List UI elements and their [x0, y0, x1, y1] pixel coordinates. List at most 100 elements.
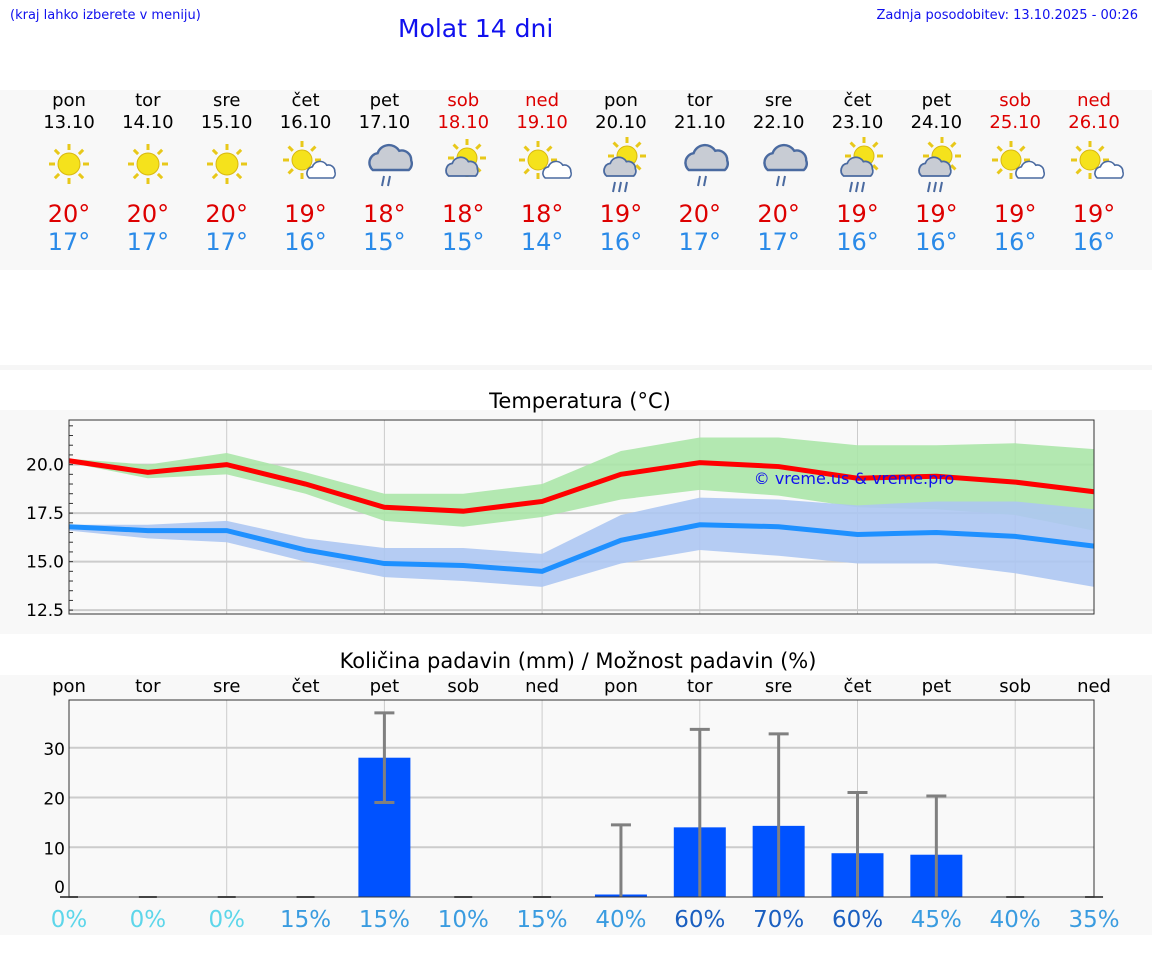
- day-forecast: pon 20.10 19° 16°: [581, 90, 661, 256]
- day-label: sre: [213, 676, 240, 697]
- day-name: pon: [604, 90, 638, 111]
- max-temp: 20°: [126, 200, 170, 228]
- day-label: tor: [687, 676, 713, 697]
- day-date: 17.10: [358, 112, 411, 133]
- day-forecast: pon 13.10 20° 17°: [29, 90, 109, 256]
- precip-probability: 40%: [990, 907, 1041, 933]
- day-date: 20.10: [595, 112, 647, 133]
- day-name: sre: [212, 90, 241, 111]
- day-forecast: čet 23.10 19° 16°: [818, 90, 898, 256]
- y-tick-label: 20.0: [26, 456, 64, 476]
- day-date: 16.10: [279, 112, 332, 133]
- min-temp: 16°: [915, 228, 958, 256]
- day-forecast: čet 16.10 19° 16°: [266, 90, 346, 256]
- day-label: čet: [292, 676, 320, 697]
- day-label: sre: [765, 676, 792, 697]
- max-temp: 18°: [520, 200, 564, 228]
- day-name: čet: [291, 90, 320, 111]
- min-temp: 17°: [126, 228, 170, 256]
- min-temp: 16°: [993, 228, 1037, 256]
- day-label: pet: [922, 676, 952, 697]
- day-date: 26.10: [1068, 112, 1120, 133]
- precipitation-chart: 0 10 20 30 pon 0% tor 0% sre 0% čet 15% pet 15% sob 10%…: [43, 649, 1119, 933]
- day-forecast: tor 14.10 20° 17°: [108, 90, 188, 256]
- day-date: 14.10: [122, 112, 174, 133]
- sun-cloud-big-icon: [423, 136, 503, 196]
- precip-probability: 15%: [517, 907, 568, 933]
- day-name: tor: [135, 90, 161, 111]
- min-temp-band: [69, 497, 1095, 587]
- y-tick-label: 20: [43, 790, 65, 810]
- day-name: tor: [687, 90, 713, 111]
- sun-cloud-icon: [266, 136, 346, 196]
- page-title: Molat 14 dni: [398, 14, 554, 43]
- day-date: 24.10: [910, 112, 963, 133]
- min-temp-line: [68, 522, 1095, 574]
- plot-frame: [68, 419, 1095, 615]
- day-forecast: sre 15.10 20° 17°: [187, 90, 267, 256]
- cloud-rain-icon: [739, 136, 819, 196]
- day-label: pon: [604, 676, 638, 697]
- sun-cloud-icon: [975, 136, 1055, 196]
- day-name: pon: [52, 90, 86, 111]
- max-temp: 18°: [363, 200, 406, 228]
- sun-icon: [187, 136, 267, 196]
- location-hint[interactable]: (kraj lahko izberete v meniju): [10, 8, 201, 23]
- max-temp: 19°: [836, 200, 879, 228]
- day-date: 18.10: [437, 112, 490, 133]
- chart-title: Količina padavin (mm) / Možnost padavin …: [340, 649, 817, 673]
- sun-icon: [108, 136, 188, 196]
- y-tick-label: 10: [43, 839, 65, 859]
- day-forecast: ned 19.10 18° 14°: [502, 90, 582, 256]
- day-label: tor: [135, 676, 161, 697]
- max-temp: 19°: [915, 200, 958, 228]
- day-forecast: sob 18.10 18° 15°: [423, 90, 503, 256]
- day-name: sob: [447, 90, 480, 111]
- day-date: 25.10: [989, 112, 1041, 133]
- day-date: 13.10: [43, 112, 95, 133]
- day-name: sob: [999, 90, 1032, 111]
- watermark: © vreme.us & vreme.pro: [754, 469, 955, 488]
- cloud-rain-icon: [344, 136, 424, 196]
- day-forecast: ned 26.10 19° 16°: [1054, 90, 1134, 256]
- day-date: 15.10: [200, 112, 253, 133]
- min-temp: 16°: [284, 228, 327, 256]
- min-temp: 16°: [1072, 228, 1116, 256]
- day-label: pet: [370, 676, 400, 697]
- max-temp: 20°: [47, 200, 91, 228]
- daily-forecast-strip: [0, 90, 1152, 270]
- min-temp: 17°: [205, 228, 248, 256]
- min-temp: 17°: [47, 228, 91, 256]
- sun-cloud-rain-icon: [581, 136, 661, 196]
- max-temp-band: [69, 437, 1095, 531]
- day-date: 23.10: [831, 112, 884, 133]
- day-forecast: sre 22.10 20° 17°: [739, 90, 819, 256]
- day-name: sre: [764, 90, 793, 111]
- max-temp: 20°: [678, 200, 722, 228]
- max-temp: 19°: [993, 200, 1037, 228]
- y-tick-label: 30: [43, 740, 65, 760]
- y-tick-label: 15.0: [26, 553, 64, 573]
- day-forecast: tor 21.10 20° 17°: [660, 90, 740, 256]
- day-label: sob: [999, 676, 1031, 697]
- min-temp: 17°: [678, 228, 722, 256]
- plot-frame: [68, 699, 1095, 898]
- day-label: ned: [1077, 676, 1111, 697]
- precip-probability: 35%: [1068, 907, 1119, 933]
- chart-title: Temperatura (°C): [488, 389, 671, 413]
- precip-probability: 15%: [280, 907, 331, 933]
- max-temp: 20°: [205, 200, 248, 228]
- precip-probability: 45%: [911, 907, 962, 933]
- sun-cloud-icon: [502, 136, 582, 196]
- day-label: pon: [52, 676, 86, 697]
- temperature-chart: 12.5 15.0 17.5 20.0 Temperatura (°C) © vreme.…: [26, 389, 1095, 621]
- day-name: pet: [921, 90, 952, 111]
- precip-probability: 40%: [595, 907, 646, 933]
- sun-cloud-icon: [1054, 136, 1134, 196]
- day-name: pet: [369, 90, 400, 111]
- day-forecast: sob 25.10 19° 16°: [975, 90, 1055, 256]
- min-temp: 15°: [363, 228, 406, 256]
- precip-probability: 0%: [51, 907, 88, 933]
- day-date: 21.10: [674, 112, 726, 133]
- precip-probability: 60%: [832, 907, 883, 933]
